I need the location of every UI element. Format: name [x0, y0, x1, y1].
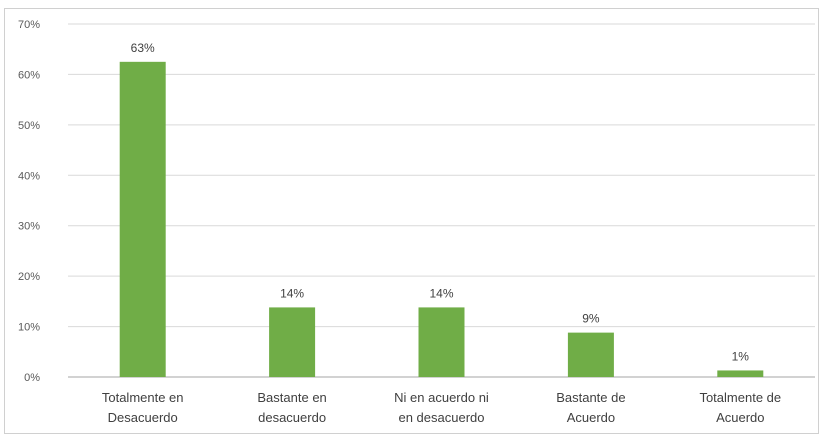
category-label-line: Ni en acuerdo ni: [394, 390, 489, 405]
category-label: Ni en acuerdo ni en desacuerdo: [394, 390, 489, 425]
data-label: 63%: [131, 41, 155, 55]
y-axis-ticks: 0% 10% 20% 30% 40% 50% 60% 70%: [18, 19, 40, 384]
y-tick-label: 70%: [18, 19, 40, 31]
bar: [418, 307, 465, 377]
category-label: Bastante de Acuerdo: [556, 390, 625, 425]
data-label: 9%: [582, 312, 600, 326]
y-tick-label: 60%: [18, 69, 40, 81]
category-labels: Totalmente en Desacuerdo Bastante en desacu…: [102, 390, 781, 425]
category-label-line: Totalmente de: [699, 390, 781, 405]
gridlines: [68, 23, 815, 378]
data-label: 1%: [732, 349, 750, 363]
y-tick-label: 10%: [18, 322, 40, 334]
y-tick-label: 50%: [18, 120, 40, 132]
category-label-line: Acuerdo: [567, 410, 615, 425]
y-tick-label: 40%: [18, 170, 40, 182]
category-label-line: en desacuerdo: [398, 410, 484, 425]
category-label: Totalmente de Acuerdo: [699, 390, 781, 425]
category-label-line: desacuerdo: [258, 410, 326, 425]
data-label: 14%: [280, 286, 304, 300]
category-label-line: Desacuerdo: [108, 410, 178, 425]
y-tick-label: 30%: [18, 221, 40, 233]
y-tick-label: 20%: [18, 271, 40, 283]
bar: [269, 307, 316, 377]
bar: [717, 370, 764, 377]
category-label-line: Bastante en: [257, 390, 326, 405]
category-label: Totalmente en Desacuerdo: [102, 390, 184, 425]
data-labels: 63% 14% 14% 9% 1%: [131, 41, 750, 364]
bars: [119, 61, 764, 377]
y-tick-label: 0%: [24, 372, 40, 384]
category-label-line: Totalmente en: [102, 390, 184, 405]
category-label: Bastante en desacuerdo: [257, 390, 326, 425]
bar: [567, 332, 614, 377]
bar: [119, 61, 166, 377]
category-label-line: Bastante de: [556, 390, 625, 405]
data-label: 14%: [429, 286, 453, 300]
category-label-line: Acuerdo: [716, 410, 764, 425]
